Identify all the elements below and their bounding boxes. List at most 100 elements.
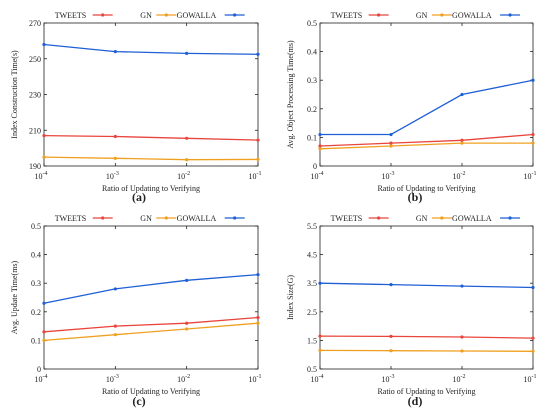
data-point (318, 334, 322, 338)
legend-marker (233, 13, 237, 17)
series-line (319, 335, 534, 339)
legend-label: GN (416, 11, 428, 20)
data-point (318, 132, 322, 137)
data-point (256, 273, 260, 277)
series-line (43, 273, 259, 304)
data-point (42, 338, 46, 342)
data-point (460, 138, 464, 142)
data-point (113, 50, 117, 54)
data-point (531, 78, 535, 82)
x-tick-label: 10-1 (249, 171, 262, 181)
series-line (43, 316, 259, 333)
legend-label: GOWALLA (452, 11, 492, 20)
legend-marker (377, 13, 381, 17)
y-tick-label: 230 (29, 91, 41, 100)
legend-label: GN (140, 214, 152, 223)
y-axis-label: Avg. Object Processing Time(ms) (286, 40, 295, 149)
legend-marker (164, 216, 168, 220)
x-tick-label: 10-3 (382, 374, 395, 384)
x-axis-label: Ratio of Updating to Verifying (102, 387, 200, 396)
y-tick-label: 210 (29, 126, 41, 135)
y-tick-label: 0.5 (307, 365, 317, 374)
panel-label: (c) (132, 394, 145, 408)
series-line (43, 156, 259, 161)
legend-marker (164, 13, 168, 17)
plot-frame (43, 225, 259, 370)
chart-panel-4: 0.5 1.5 2.5 3.5 4.5 5.5 10-4 10-3 10-2 10-1 Ratio … (286, 214, 537, 408)
series-line (319, 349, 534, 352)
y-tick-label: 190 (29, 162, 41, 171)
plot-frame (43, 22, 259, 167)
y-axis-label: Index Size(G) (286, 275, 295, 320)
y-tick-label: 0.1 (307, 133, 317, 142)
chart-panel-2: 0 0.1 0.2 0.3 0.4 0.5 10-4 10-3 10-2 10-1 Ratio of… (286, 11, 537, 204)
legend-label: TWEETS (331, 11, 363, 20)
data-point (113, 287, 117, 291)
data-point (460, 335, 464, 339)
data-point (531, 132, 535, 137)
y-tick-label: 0.4 (307, 48, 317, 57)
chart-panel-3: 0 0.1 0.2 0.3 0.4 0.5 10-4 10-3 10-2 10-1 Ratio of… (10, 214, 262, 408)
legend-marker (233, 216, 237, 220)
data-point (460, 92, 464, 97)
x-tick-label: 10-4 (35, 374, 48, 384)
x-tick-label: 10-2 (177, 171, 190, 181)
data-point (185, 158, 189, 162)
x-tick-label: 10-1 (249, 374, 262, 384)
data-point (113, 324, 117, 328)
x-tick-label: 10-1 (524, 374, 537, 384)
data-point (531, 285, 535, 290)
legend-marker (101, 13, 105, 17)
data-point (256, 157, 260, 161)
data-point (42, 301, 46, 305)
x-tick-label: 10-1 (524, 171, 537, 181)
legend-label: TWEETS (55, 214, 87, 223)
plot-frame (319, 225, 534, 370)
data-point (185, 51, 189, 55)
x-tick-label: 10-2 (453, 171, 466, 181)
data-point (185, 321, 189, 325)
y-tick-label: 4.5 (307, 251, 317, 260)
x-tick-label: 10-4 (35, 171, 48, 181)
data-point (531, 336, 535, 340)
x-tick-label: 10-4 (311, 374, 324, 384)
y-tick-label: 0.3 (307, 76, 317, 85)
data-point (389, 283, 393, 287)
x-axis-label: Ratio of Updating to Verifying (377, 184, 475, 193)
data-point (318, 281, 322, 285)
panel-label: (d) (408, 394, 423, 408)
data-point (460, 349, 464, 353)
data-point (460, 284, 464, 288)
data-point (531, 349, 535, 353)
series-line (319, 282, 534, 289)
y-tick-label: 0.2 (31, 308, 41, 317)
data-point (318, 348, 322, 353)
data-point (42, 330, 46, 334)
y-tick-label: 0.4 (31, 251, 41, 260)
x-tick-label: 10-3 (382, 171, 395, 181)
legend-marker (101, 216, 105, 220)
x-tick-label: 10-2 (453, 374, 466, 384)
legend-label: TWEETS (331, 214, 363, 223)
panel-label: (a) (132, 190, 146, 204)
plot-frame (319, 22, 534, 167)
data-point (256, 52, 260, 56)
data-point (185, 136, 189, 140)
legend-label: GOWALLA (177, 11, 217, 20)
data-point (113, 134, 117, 139)
data-point (42, 134, 46, 138)
y-axis-label: Index Construction Time(s) (10, 50, 19, 139)
legend-marker (440, 216, 444, 220)
x-tick-label: 10-3 (106, 374, 119, 384)
x-tick-label: 10-2 (177, 374, 190, 384)
data-point (256, 315, 260, 320)
legend-marker (440, 13, 444, 17)
y-tick-label: 0.1 (31, 336, 41, 345)
series-line (319, 133, 534, 147)
x-tick-label: 10-4 (311, 171, 324, 181)
legend-label: GN (140, 11, 152, 20)
legend-marker (508, 13, 512, 17)
y-tick-label: 2.5 (307, 308, 317, 317)
data-point (318, 147, 322, 151)
y-tick-label: 0.5 (31, 222, 41, 231)
